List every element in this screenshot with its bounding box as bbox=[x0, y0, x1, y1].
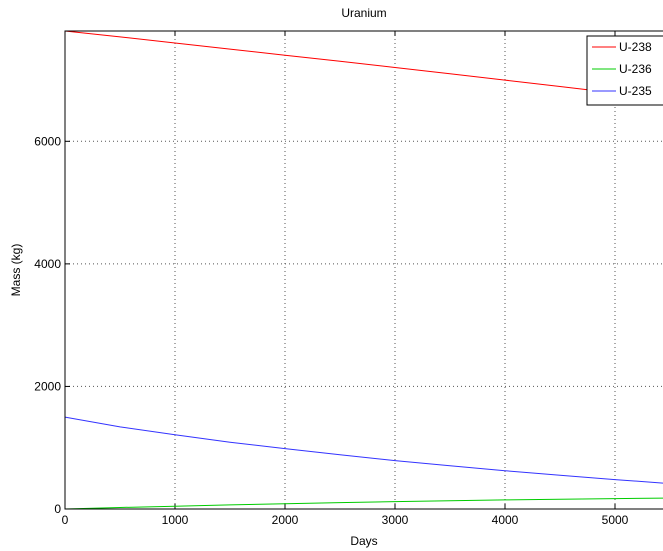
y-tick-label: 0 bbox=[54, 502, 61, 516]
y-tick-label: 6000 bbox=[34, 134, 61, 148]
series-line-u-238 bbox=[64, 30, 663, 100]
series-line-u-235 bbox=[64, 416, 663, 484]
legend-label-u-235: U-235 bbox=[619, 84, 652, 98]
y-axis-title: Mass (kg) bbox=[9, 244, 23, 297]
tick-layer: 0 1000 2000 3000 4000 5000 0 2000 4000 6000 bbox=[34, 31, 629, 527]
series-layer bbox=[64, 30, 663, 510]
legend-label-u-236: U-236 bbox=[619, 62, 652, 76]
x-tick-label: 3000 bbox=[382, 513, 409, 527]
x-tick-label: 1000 bbox=[162, 513, 189, 527]
x-tick-label: 5000 bbox=[602, 513, 629, 527]
x-tick-label: 0 bbox=[62, 513, 69, 527]
grid-layer bbox=[65, 31, 663, 509]
y-tick-label: 2000 bbox=[34, 379, 61, 393]
series-line-u-236 bbox=[64, 497, 663, 510]
x-axis-title: Days bbox=[350, 534, 377, 548]
plot-frame bbox=[64, 30, 663, 510]
y-tick-label: 4000 bbox=[34, 257, 61, 271]
legend: U-238 U-236 U-235 bbox=[586, 35, 663, 106]
x-tick-label: 2000 bbox=[272, 513, 299, 527]
legend-label-u-238: U-238 bbox=[619, 40, 652, 54]
x-tick-label: 4000 bbox=[492, 513, 519, 527]
chart-title: Uranium bbox=[341, 6, 386, 20]
